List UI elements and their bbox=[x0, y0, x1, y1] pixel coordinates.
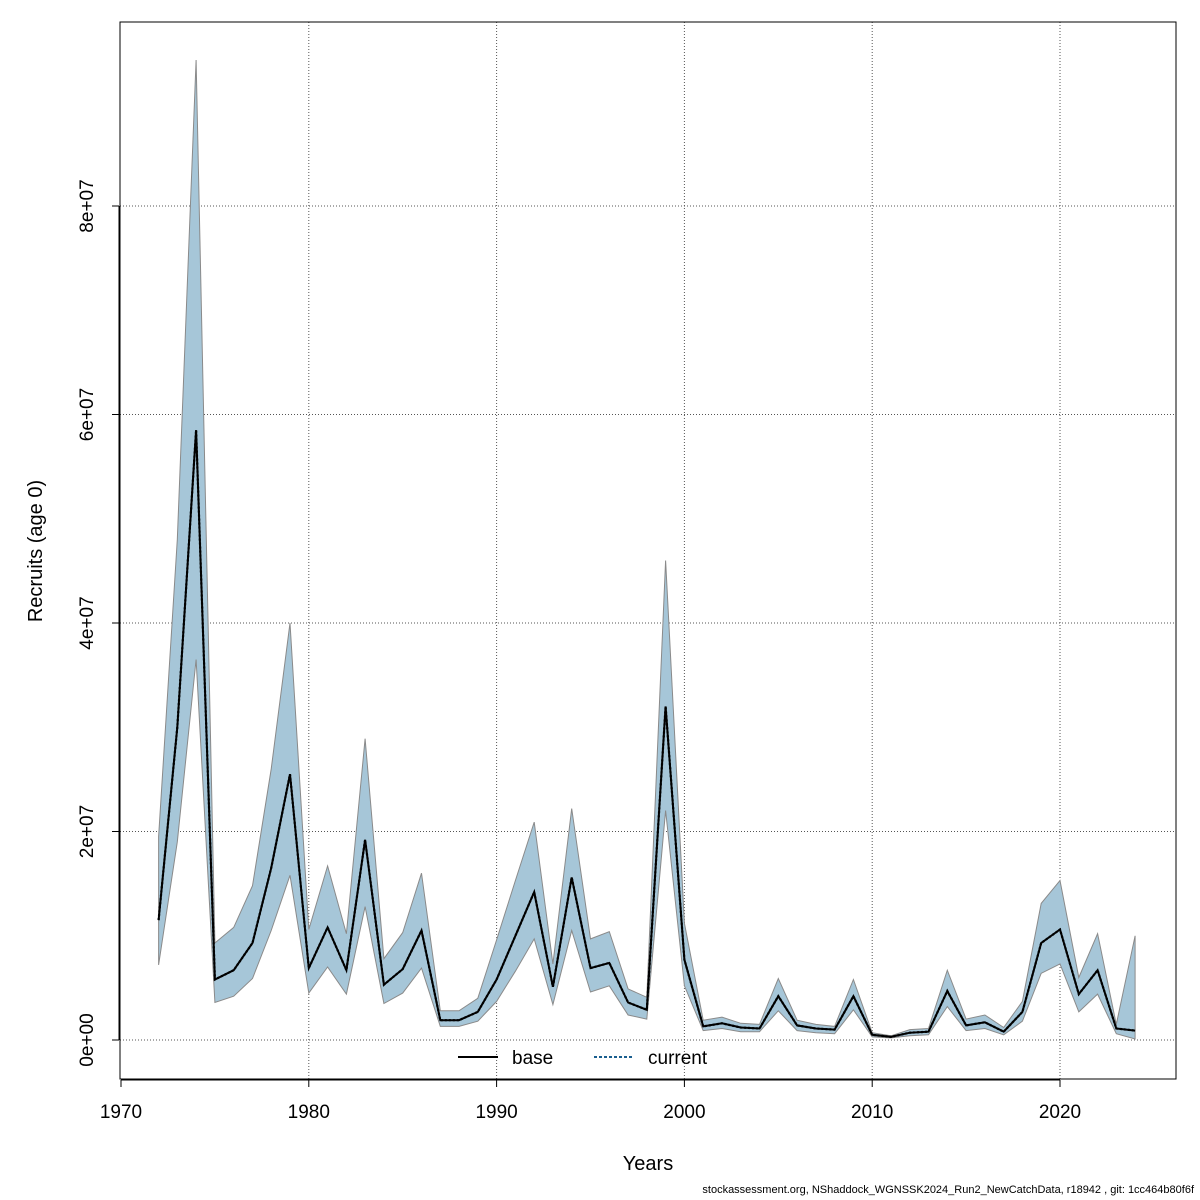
x-tick-label: 2000 bbox=[663, 1102, 705, 1123]
plot-frame bbox=[119, 21, 1177, 1080]
legend-label-current: current bbox=[648, 1048, 708, 1069]
y-tick-label: 6e+07 bbox=[77, 388, 98, 441]
x-axis-title: Years bbox=[623, 1153, 673, 1175]
y-axis-title: Recruits (age 0) bbox=[25, 480, 47, 622]
legend-label-base: base bbox=[512, 1048, 553, 1069]
x-tick-label: 1980 bbox=[288, 1102, 330, 1123]
x-tick-label: 2010 bbox=[851, 1102, 893, 1123]
y-tick-label: 8e+07 bbox=[77, 179, 98, 232]
x-axis: 1970 1980 1990 2000 2010 2020 bbox=[100, 1079, 1081, 1123]
x-tick-label: 1970 bbox=[100, 1102, 142, 1123]
legend: base current bbox=[458, 1048, 708, 1069]
series-lines bbox=[157, 430, 1136, 1039]
y-axis: 0e+00 2e+07 4e+07 6e+07 8e+07 bbox=[77, 179, 120, 1067]
y-tick-label: 2e+07 bbox=[77, 805, 98, 858]
footer-caption: stockassessment.org, NShaddock_WGNSSK202… bbox=[702, 1184, 1194, 1196]
x-tick-label: 1990 bbox=[475, 1102, 517, 1123]
y-tick-label: 4e+07 bbox=[77, 596, 98, 649]
confidence-band-layer bbox=[158, 59, 1136, 1040]
grid-lines bbox=[120, 22, 1176, 1079]
y-tick-label: 0e+00 bbox=[77, 1013, 98, 1066]
confidence-band bbox=[158, 59, 1136, 1040]
series-line-current bbox=[157, 430, 1136, 1039]
x-tick-label: 2020 bbox=[1039, 1102, 1081, 1123]
